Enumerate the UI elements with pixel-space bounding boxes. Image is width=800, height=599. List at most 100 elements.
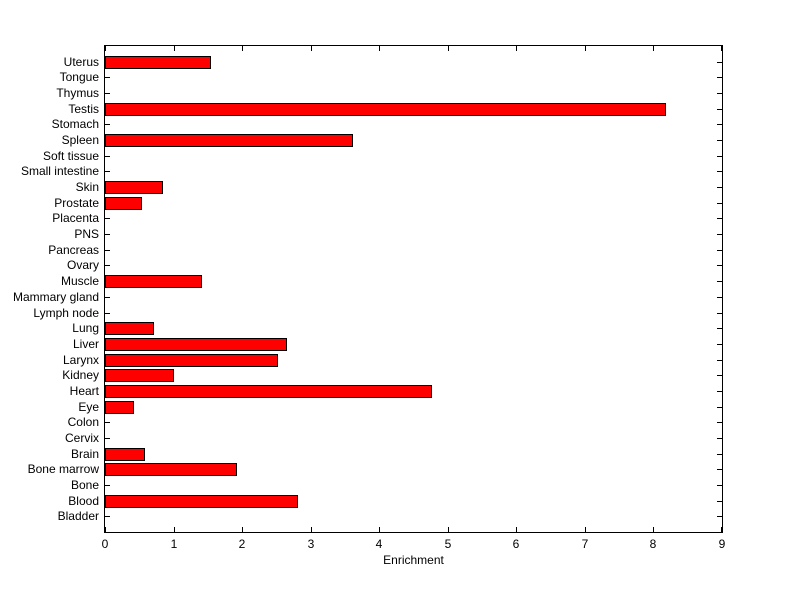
bar-eye — [105, 401, 134, 414]
y-tick-liver-right — [717, 344, 722, 345]
category-label-soft-tissue: Soft tissue — [42, 149, 99, 163]
category-label-skin: Skin — [75, 180, 99, 194]
category-label-kidney: Kidney — [62, 368, 99, 382]
category-label-bladder: Bladder — [57, 509, 99, 523]
x-tick-label-8: 8 — [649, 537, 657, 551]
y-tick-eye-right — [717, 407, 722, 408]
y-tick-placenta-right — [717, 218, 722, 219]
y-tick-stomach-right — [717, 124, 722, 125]
y-tick-mammary-gland-right — [717, 297, 722, 298]
y-tick-pns-left — [105, 234, 110, 235]
y-tick-colon-right — [717, 422, 722, 423]
category-label-brain: Brain — [70, 447, 99, 461]
y-tick-small-intestine-left — [105, 171, 110, 172]
y-tick-small-intestine-right — [717, 171, 722, 172]
plot-area — [104, 45, 723, 533]
x-tick-5-bottom — [448, 527, 449, 532]
bar-testis — [105, 103, 666, 116]
x-axis-tick-labels: 0 1 2 3 4 5 6 7 8 9 — [102, 537, 726, 552]
x-tick-0-top — [105, 46, 106, 51]
y-tick-placenta-left — [105, 218, 110, 219]
x-tick-label-0: 0 — [101, 537, 109, 551]
category-label-larynx: Larynx — [62, 353, 99, 367]
y-tick-pancreas-right — [717, 250, 722, 251]
category-label-colon: Colon — [67, 415, 99, 429]
y-tick-skin-right — [717, 187, 722, 188]
category-label-blood: Blood — [68, 494, 99, 508]
y-tick-prostate-right — [717, 203, 722, 204]
y-tick-testis-right — [717, 109, 722, 110]
y-tick-bladder-right — [717, 516, 722, 517]
y-tick-thymus-right — [717, 93, 722, 94]
y-tick-bone-left — [105, 485, 110, 486]
y-tick-cervix-right — [717, 438, 722, 439]
bar-larynx — [105, 354, 278, 367]
x-tick-1-top — [174, 46, 175, 51]
category-label-bone: Bone — [70, 478, 99, 492]
category-label-stomach: Stomach — [51, 117, 99, 131]
bar-liver — [105, 338, 287, 351]
y-tick-soft-tissue-left — [105, 156, 110, 157]
x-tick-3-top — [311, 46, 312, 51]
y-tick-lymph-node-right — [717, 313, 722, 314]
x-tick-7-bottom — [585, 527, 586, 532]
x-tick-2-bottom — [242, 527, 243, 532]
category-label-lymph-node: Lymph node — [33, 306, 99, 320]
bar-heart — [105, 385, 432, 398]
x-tick-label-1: 1 — [170, 537, 178, 551]
x-tick-6-bottom — [516, 527, 517, 532]
category-label-eye: Eye — [78, 400, 99, 414]
y-tick-bladder-left — [105, 516, 110, 517]
category-label-thymus: Thymus — [56, 86, 99, 100]
y-tick-spleen-right — [717, 140, 722, 141]
x-tick-4-top — [379, 46, 380, 51]
category-label-pancreas: Pancreas — [48, 243, 99, 257]
category-label-mammary-gland: Mammary gland — [12, 290, 99, 304]
x-tick-label-5: 5 — [444, 537, 452, 551]
y-tick-bone-marrow-right — [717, 469, 722, 470]
bar-brain — [105, 448, 145, 461]
y-tick-heart-right — [717, 391, 722, 392]
category-label-ovary: Ovary — [66, 258, 99, 272]
category-label-testis: Testis — [68, 102, 99, 116]
y-tick-ovary-left — [105, 265, 110, 266]
x-tick-label-6: 6 — [512, 537, 520, 551]
bar-bone-marrow — [105, 463, 237, 476]
x-tick-2-top — [242, 46, 243, 51]
x-tick-6-top — [516, 46, 517, 51]
category-label-muscle: Muscle — [60, 274, 99, 288]
y-tick-thymus-left — [105, 93, 110, 94]
x-tick-0-bottom — [105, 527, 106, 532]
y-tick-ovary-right — [717, 265, 722, 266]
x-tick-9-top — [721, 46, 722, 51]
category-label-lung: Lung — [72, 321, 99, 335]
x-tick-label-7: 7 — [581, 537, 589, 551]
x-tick-1-bottom — [174, 527, 175, 532]
y-tick-kidney-right — [717, 375, 722, 376]
category-label-spleen: Spleen — [61, 133, 99, 147]
x-tick-8-bottom — [653, 527, 654, 532]
x-tick-7-top — [585, 46, 586, 51]
y-tick-bone-right — [717, 485, 722, 486]
y-tick-tongue-left — [105, 77, 110, 78]
y-tick-uterus-right — [717, 62, 722, 63]
category-label-liver: Liver — [72, 337, 99, 351]
x-tick-9-bottom — [721, 527, 722, 532]
bar-prostate — [105, 197, 142, 210]
x-tick-5-top — [448, 46, 449, 51]
y-tick-tongue-right — [717, 77, 722, 78]
x-tick-4-bottom — [379, 527, 380, 532]
bar-uterus — [105, 56, 211, 69]
y-tick-colon-left — [105, 422, 110, 423]
y-tick-blood-right — [717, 501, 722, 502]
y-tick-stomach-left — [105, 124, 110, 125]
bar-spleen — [105, 134, 353, 147]
y-tick-muscle-right — [717, 281, 722, 282]
y-tick-pancreas-left — [105, 250, 110, 251]
category-label-uterus: Uterus — [63, 55, 99, 69]
y-axis-category-labels: Uterus Tongue Thymus Testis Stomach Spleen Sof… — [0, 45, 99, 533]
y-tick-soft-tissue-right — [717, 156, 722, 157]
category-label-prostate: Prostate — [54, 196, 99, 210]
category-label-heart: Heart — [69, 384, 99, 398]
